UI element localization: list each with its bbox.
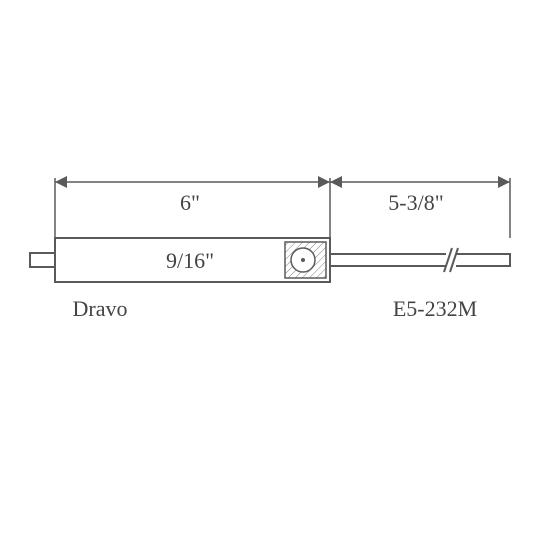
dim-label-diameter: 9/16" <box>166 248 214 273</box>
inner-circle-dot <box>301 258 305 262</box>
dim-label-body: 6" <box>180 190 200 215</box>
electrode <box>330 254 510 266</box>
nub <box>30 253 55 267</box>
part-name-left: Dravo <box>73 296 128 321</box>
dim-label-electrode: 5-3/8" <box>388 190 443 215</box>
part-name-right: E5-232M <box>393 296 477 321</box>
